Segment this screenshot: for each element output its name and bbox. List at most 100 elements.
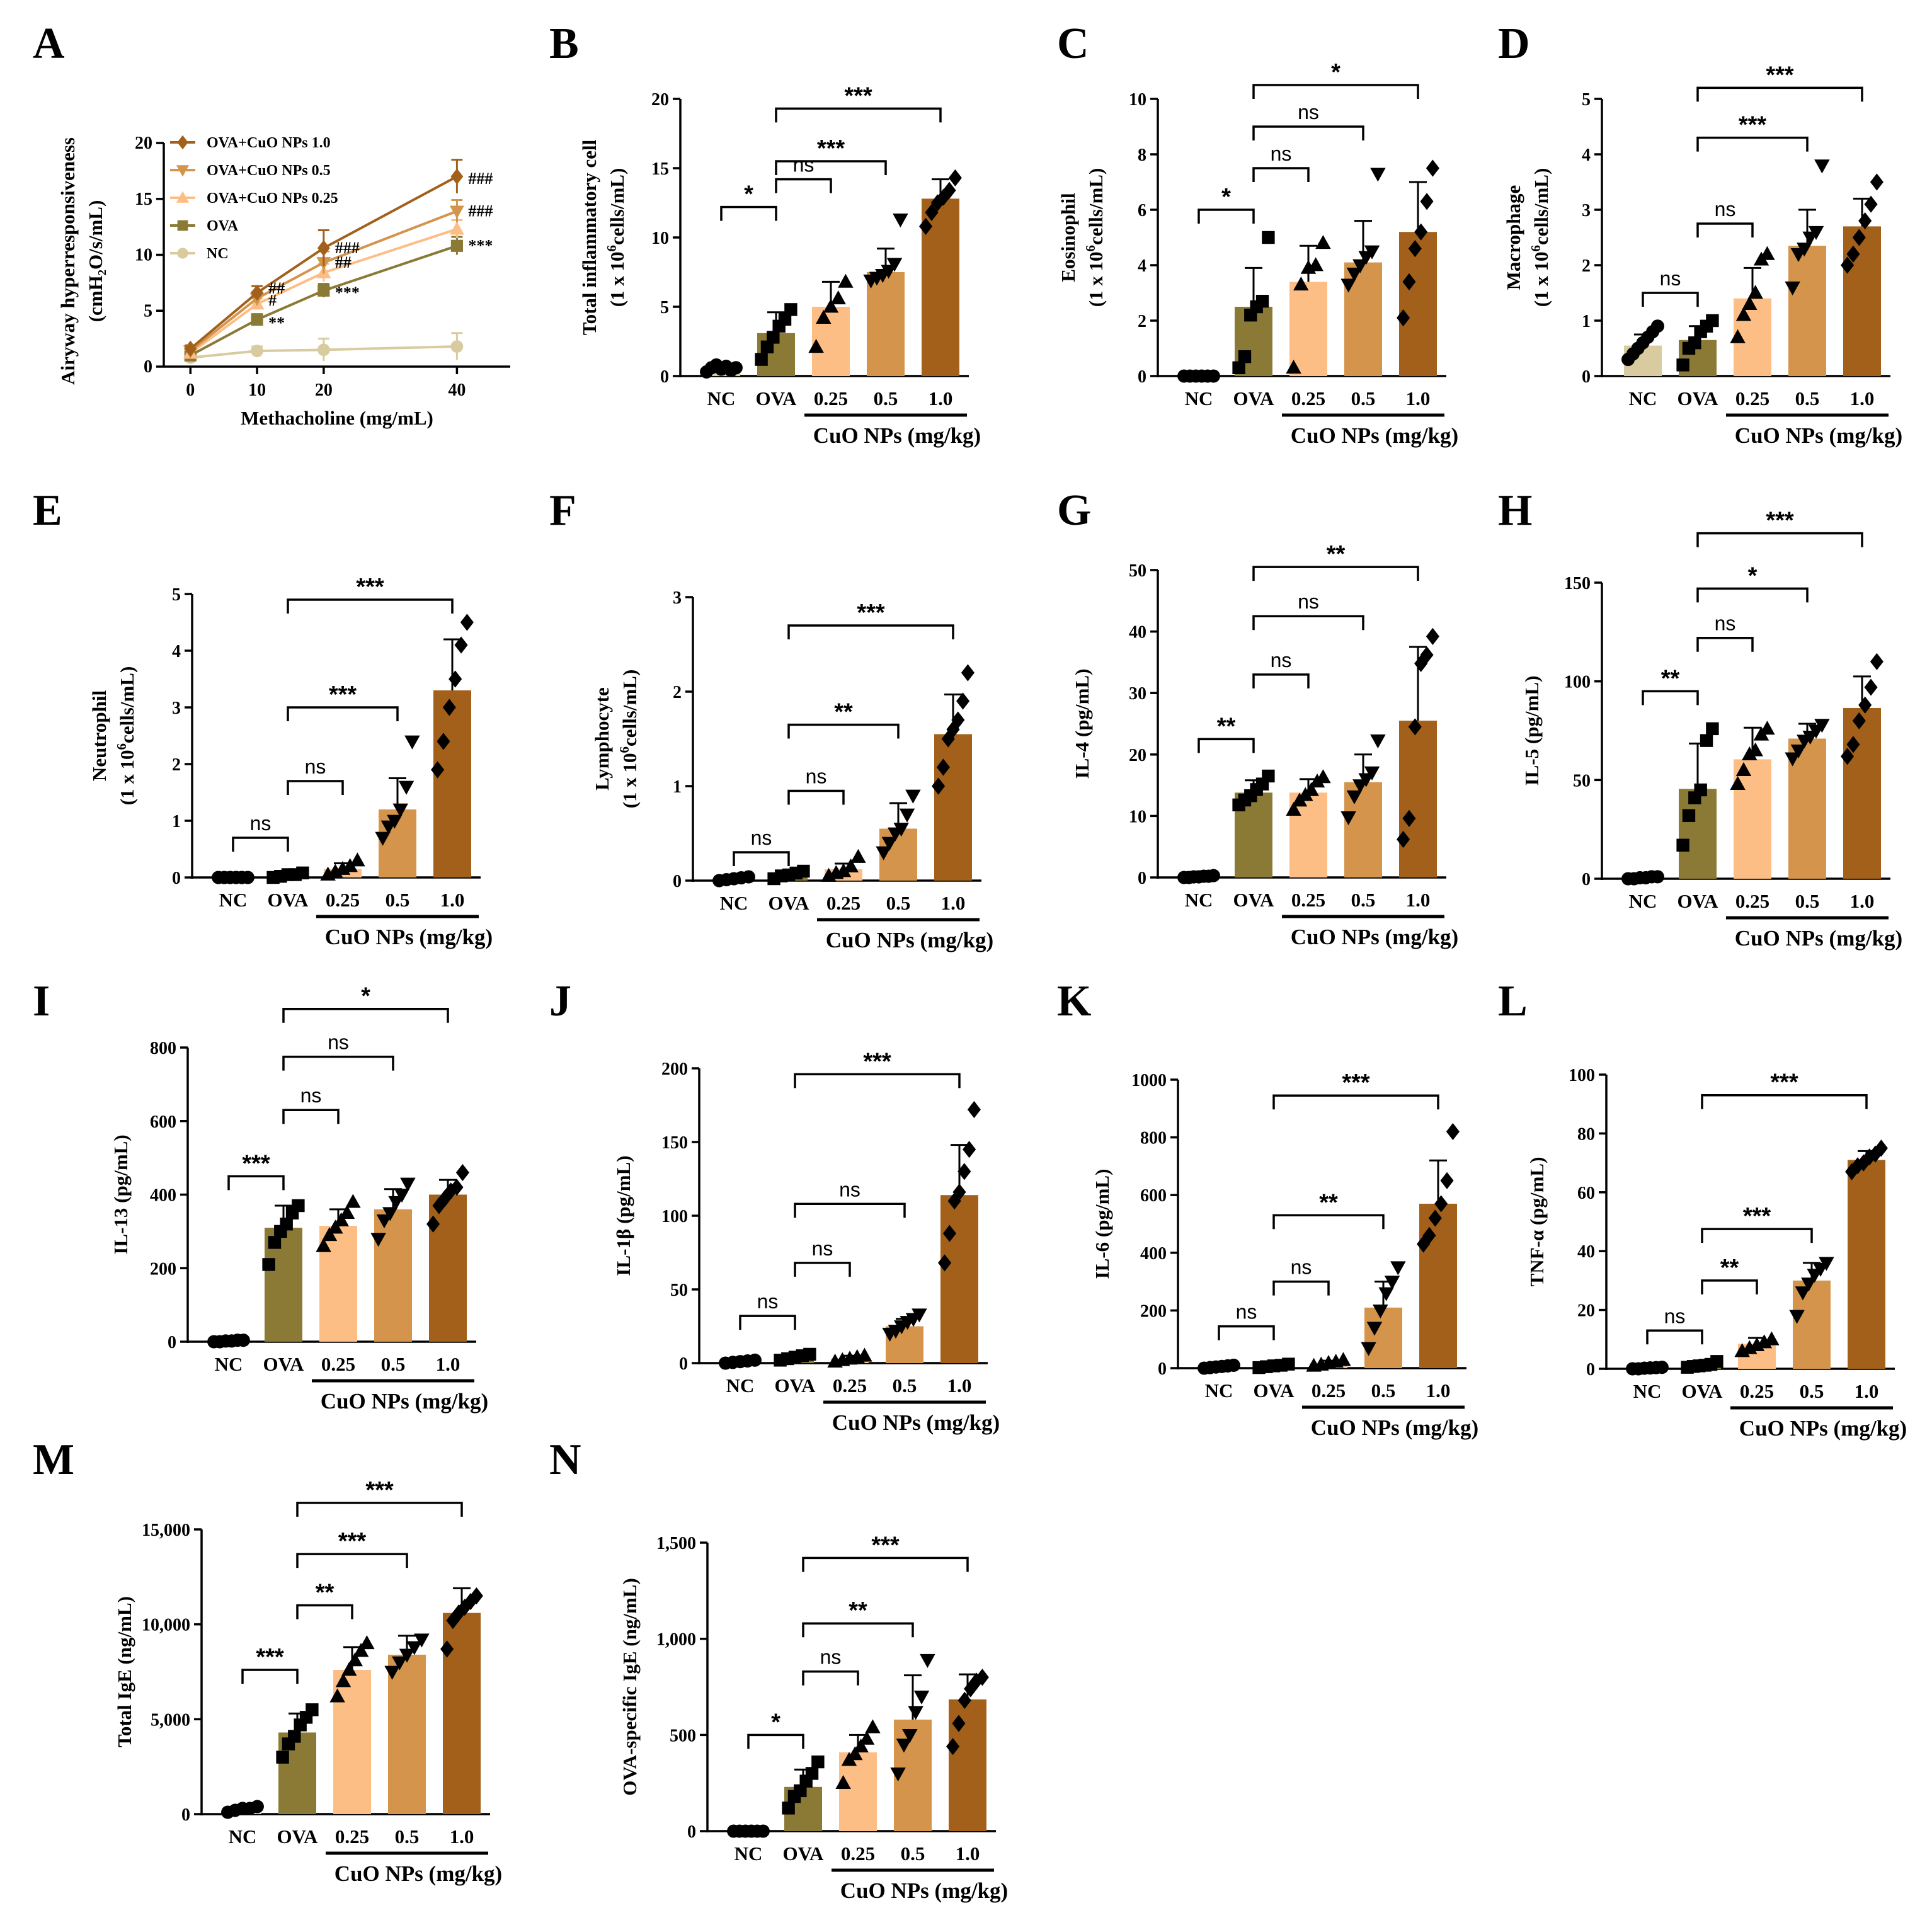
data-point — [306, 1703, 319, 1717]
data-point — [450, 168, 464, 185]
y-tick-label: 1000 — [1131, 1071, 1167, 1090]
y-tick-label: 0 — [673, 872, 682, 891]
category-label: OVA — [277, 1825, 319, 1848]
text-span: cells/mL) — [1530, 168, 1552, 245]
y-tick-label: 400 — [1140, 1244, 1167, 1264]
y-tick-label: 5 — [172, 585, 181, 605]
panel-letter: J — [549, 977, 571, 1025]
data-point — [1819, 1257, 1834, 1271]
bar-0.5 — [1364, 1307, 1402, 1368]
data-point — [1735, 307, 1752, 321]
x-tick-label: 20 — [315, 380, 333, 400]
y-axis-label-line1: Macrophage — [1502, 185, 1524, 290]
text-span: (1 x 10 — [116, 750, 138, 805]
significance-label: ** — [1661, 665, 1680, 692]
y-tick-label: 50 — [670, 1281, 688, 1300]
category-label: NC — [1185, 387, 1213, 409]
panel-letter: E — [33, 486, 62, 535]
data-point — [375, 831, 391, 846]
category-label: NC — [215, 1353, 243, 1375]
data-point — [835, 863, 852, 877]
text-span: (1 x 10 — [606, 251, 628, 307]
data-point — [961, 664, 975, 682]
significance-bracket — [282, 1007, 449, 1023]
category-label: 0.25 — [321, 1353, 355, 1375]
y-tick-label: 500 — [670, 1726, 696, 1745]
data-point — [1808, 226, 1824, 240]
significance-bracket — [1701, 1094, 1868, 1109]
y-tick-label: 0 — [1586, 1360, 1595, 1379]
category-label: NC — [1629, 387, 1657, 409]
significance-label: *** — [1342, 1070, 1370, 1096]
data-point — [1206, 369, 1220, 383]
bar-0.5 — [374, 1209, 412, 1342]
data-point — [1814, 719, 1830, 733]
series-line — [190, 345, 457, 359]
bar-1.0 — [1843, 226, 1881, 376]
series-line — [190, 175, 458, 350]
y-tick-label: 10 — [1129, 90, 1146, 110]
text-span: (1 x 10 — [1085, 251, 1107, 307]
data-point — [847, 1746, 863, 1761]
data-point — [317, 284, 330, 297]
y-tick-label: 2 — [673, 683, 682, 702]
data-point — [251, 345, 263, 358]
y-tick-label: 15 — [135, 190, 152, 209]
data-point — [1402, 809, 1416, 827]
category-label: 0.25 — [1291, 889, 1325, 911]
y-axis-label-line1: Total inflammatory cell — [578, 139, 600, 335]
data-point — [449, 670, 462, 688]
bar-1.0 — [949, 1699, 986, 1831]
significance-bracket — [775, 107, 942, 123]
significance-bracket — [787, 789, 845, 805]
data-point — [1706, 314, 1719, 328]
significance-label: ns — [1715, 198, 1736, 220]
data-point — [908, 1706, 923, 1720]
data-point — [384, 1665, 400, 1680]
bar-1.0 — [433, 690, 471, 877]
y-tick-label: 600 — [150, 1112, 176, 1132]
data-point — [1759, 246, 1775, 260]
x-tick-label: 0 — [186, 380, 195, 400]
y-axis-label: IL-1β (pg/mL) — [612, 1155, 634, 1276]
y-axis-label-line1: Eosinophil — [1057, 193, 1079, 282]
significance-bracket — [1252, 84, 1419, 99]
data-point — [729, 361, 743, 375]
data-point — [1370, 734, 1386, 749]
y-axis-label-line1: OVA-specific IgE (ng/mL) — [619, 1578, 641, 1796]
y-axis-label-line2: (1 x 106cells/mL) — [114, 666, 138, 806]
data-point — [404, 735, 420, 750]
significance-label: ** — [1217, 713, 1236, 740]
data-point — [406, 1641, 422, 1655]
y-tick-label: 0 — [679, 1354, 688, 1374]
significance-bracket — [241, 1669, 299, 1684]
data-point — [454, 636, 468, 654]
data-point — [1255, 295, 1269, 308]
significance-label: ** — [834, 699, 853, 726]
data-point — [1446, 1122, 1460, 1141]
y-tick-label: 100 — [1564, 673, 1591, 692]
y-tick-label: 3 — [673, 588, 682, 608]
y-axis-label-line1: Total IgE (ng/mL) — [113, 1596, 135, 1747]
data-point — [905, 789, 921, 804]
data-point — [440, 1640, 454, 1658]
category-label: OVA — [1682, 1380, 1723, 1402]
legend-entry: OVA+CuO NPs 1.0 — [207, 135, 331, 151]
data-point — [1874, 1140, 1888, 1157]
data-point — [932, 777, 946, 795]
category-label: 0.25 — [814, 387, 848, 409]
y-tick-label: 100 — [1569, 1066, 1595, 1085]
data-point — [292, 1199, 305, 1213]
data-point — [1408, 718, 1422, 736]
bar-0.25 — [812, 307, 850, 376]
significance-bracket — [794, 1202, 906, 1218]
bar-0.5 — [1793, 1280, 1831, 1369]
category-label: 0.25 — [1735, 387, 1769, 409]
y-tick-label: 50 — [1573, 771, 1591, 791]
data-point — [400, 1177, 416, 1192]
data-point — [399, 1648, 415, 1663]
y-tick-label: 0 — [144, 357, 152, 377]
data-point — [1700, 734, 1713, 747]
data-point — [963, 1141, 976, 1158]
